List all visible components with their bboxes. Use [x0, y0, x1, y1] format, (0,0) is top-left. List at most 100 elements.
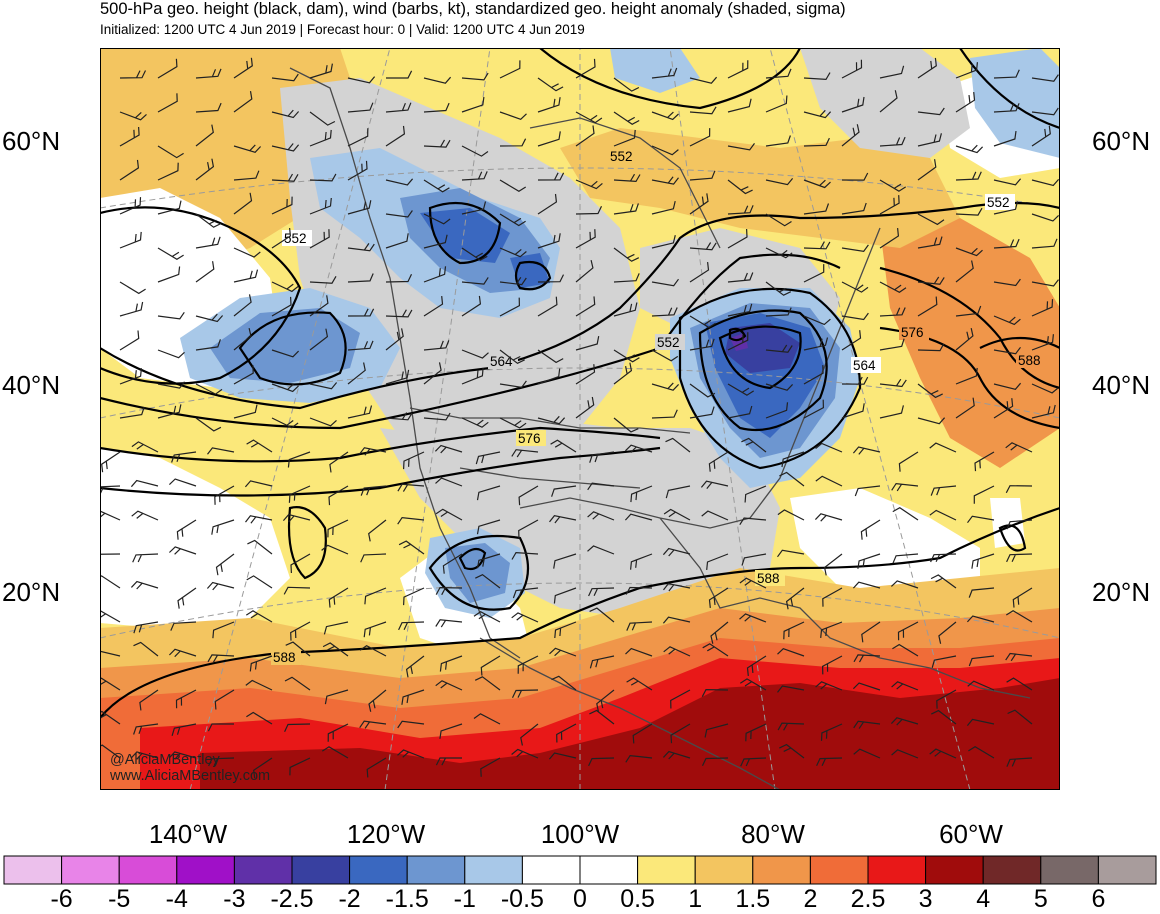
wind-barb — [435, 757, 462, 766]
wind-barb — [781, 451, 805, 468]
colorbar-swatch — [464, 855, 523, 885]
wind-barb — [119, 159, 140, 181]
wind-barb — [233, 192, 253, 215]
wind-barb — [499, 380, 527, 389]
wind-barb — [879, 179, 907, 192]
wind-barb — [130, 479, 159, 488]
wind-barb — [195, 339, 221, 351]
wind-barb — [745, 723, 767, 742]
wind-barb — [435, 508, 463, 521]
wind-barb — [936, 689, 957, 709]
wind-barb — [815, 475, 843, 487]
wind-barb — [929, 442, 957, 453]
wind-barb — [879, 338, 905, 351]
wind-barb — [309, 328, 329, 351]
wind-barb — [233, 294, 252, 317]
wind-barb — [245, 515, 273, 524]
contour-label: 588 — [273, 650, 296, 665]
wind-barb — [499, 138, 527, 147]
wind-barb — [993, 178, 1022, 186]
wind-barb — [403, 451, 425, 470]
wind-barb — [556, 723, 577, 743]
wind-barb — [423, 412, 451, 421]
wind-barb — [708, 451, 729, 472]
wind-barb — [100, 744, 121, 759]
wind-barb — [613, 349, 640, 363]
wind-barb — [765, 247, 793, 259]
wind-barb — [689, 170, 716, 181]
wind-barb — [207, 723, 234, 732]
colorbar-label: -2 — [338, 885, 361, 913]
wind-barb — [195, 417, 222, 432]
wind-barb — [588, 587, 615, 597]
wind-barb — [879, 281, 907, 294]
wind-barb — [892, 553, 919, 564]
wind-barb — [347, 273, 374, 283]
wind-barb — [955, 207, 983, 216]
wind-barb — [575, 364, 596, 385]
wind-barb — [689, 406, 715, 419]
wind-barb — [518, 519, 539, 539]
wind-barb — [1006, 677, 1033, 691]
wind-barb — [917, 107, 945, 116]
wind-barb — [288, 485, 311, 503]
wind-barb — [1005, 652, 1033, 662]
wind-barb — [890, 717, 919, 726]
wind-barb — [575, 111, 603, 124]
wind-barb — [168, 478, 197, 487]
wind-barb — [347, 102, 374, 113]
wind-barb — [359, 720, 387, 729]
wind-barb — [157, 145, 184, 159]
wind-barb — [777, 685, 805, 693]
wind-barb — [119, 301, 144, 317]
wind-barb — [765, 383, 794, 391]
wind-barb — [157, 381, 185, 389]
wind-barb — [955, 397, 975, 419]
wind-barb — [930, 553, 957, 563]
wind-barb — [955, 327, 974, 351]
wind-barb — [517, 655, 539, 674]
colorbar-swatch — [809, 855, 869, 885]
wind-barb — [271, 73, 299, 82]
wind-barb — [368, 519, 387, 542]
wind-barb — [175, 689, 197, 709]
wind-barb — [282, 513, 311, 523]
wind-barb — [892, 643, 919, 657]
lon-label: 100°W — [540, 819, 620, 849]
wind-barb — [632, 723, 653, 744]
colorbar-label: 6 — [1091, 885, 1106, 913]
wind-barb — [119, 197, 142, 215]
wind-barb — [765, 402, 789, 419]
wind-barb — [119, 70, 147, 79]
wind-barb — [511, 551, 539, 560]
wind-barb — [309, 382, 338, 390]
wind-barb — [233, 170, 260, 181]
wind-barb — [347, 308, 375, 317]
wind-barb — [993, 103, 1020, 113]
wind-barb — [879, 136, 906, 147]
wind-barb — [689, 315, 716, 329]
wind-barb — [777, 648, 805, 657]
wind-barb — [474, 676, 501, 691]
wind-barb — [651, 382, 680, 391]
wind-barb — [993, 201, 1019, 215]
wind-barb — [651, 307, 678, 317]
wind-barb — [689, 383, 716, 398]
wind-barb — [214, 689, 235, 710]
wind-barb — [439, 655, 463, 672]
wind-barb — [727, 179, 753, 195]
wind-barb — [499, 213, 526, 227]
wind-barb — [803, 315, 831, 326]
wind-barb — [253, 757, 273, 779]
wind-barb — [537, 296, 558, 317]
colorbar-swatch — [521, 855, 581, 885]
wind-barb — [195, 236, 221, 249]
wind-barb — [727, 60, 749, 79]
wind-barb — [327, 519, 349, 538]
wind-barb — [879, 90, 898, 113]
wind-barb — [626, 677, 653, 691]
wind-barb — [133, 641, 159, 657]
wind-barb — [841, 376, 869, 385]
wind-barb — [727, 205, 754, 215]
wind-barb — [157, 266, 181, 283]
